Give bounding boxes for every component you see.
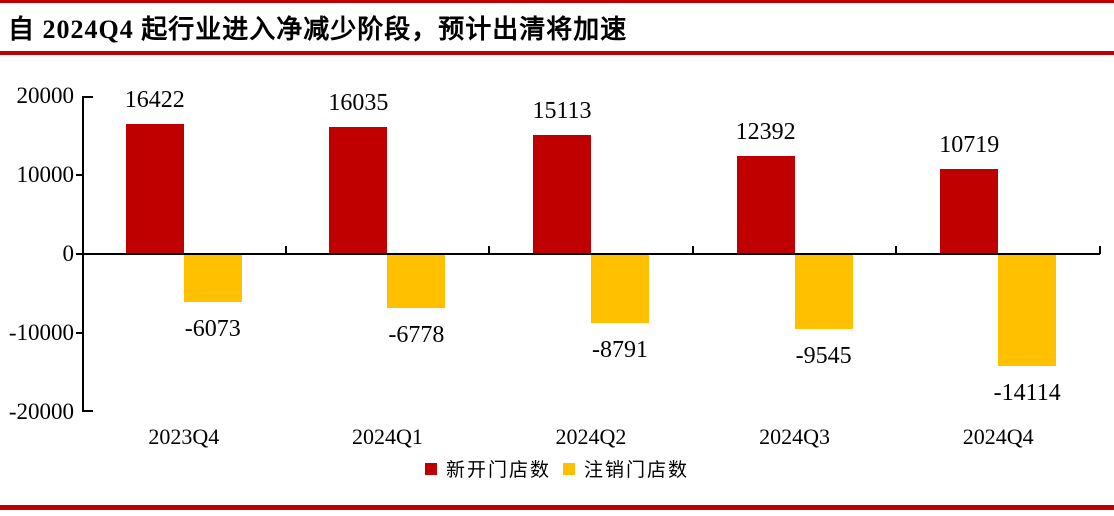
x-category-label: 2023Q4 <box>148 424 220 449</box>
y-tick-label: -10000 <box>8 320 74 345</box>
data-label: -6778 <box>388 321 445 348</box>
x-tick <box>284 246 287 254</box>
top-rule <box>0 0 1114 3</box>
data-label: 10719 <box>939 132 1000 159</box>
chart-legend: 新开门店数 注销门店数 <box>0 455 1114 482</box>
x-tick <box>691 246 694 254</box>
data-label: 16035 <box>328 90 389 117</box>
data-label: -14114 <box>993 379 1061 406</box>
figure-title: 自 2024Q4 起行业进入净减少阶段，预计出清将加速 <box>8 15 628 44</box>
y-tick <box>76 174 82 176</box>
data-label: -8791 <box>592 337 648 364</box>
y-tick <box>76 332 82 334</box>
y-tick-label: -20000 <box>8 399 74 424</box>
x-tick <box>895 246 898 254</box>
bottom-rule <box>0 505 1114 510</box>
x-tick <box>1099 246 1101 254</box>
bar-新开门店数-2024Q3 <box>736 156 795 254</box>
data-label: 16422 <box>124 87 185 114</box>
legend-swatch-opened-stores <box>424 462 437 475</box>
data-label: -9545 <box>795 343 852 370</box>
y-axis-top-arm <box>82 96 93 98</box>
legend-label-closed-stores: 注销门店数 <box>584 460 690 481</box>
data-label: 12392 <box>735 119 796 146</box>
bar-新开门店数-2024Q2 <box>533 134 591 254</box>
title-underline-rule <box>0 51 1114 55</box>
x-tick <box>488 246 491 254</box>
y-tick-label: 20000 <box>16 83 75 108</box>
bar-新开门店数-2023Q4 <box>125 124 184 254</box>
x-category-label: 2024Q2 <box>555 424 627 449</box>
legend-item-opened-stores: 新开门店数 <box>424 455 551 482</box>
y-tick-label: 10000 <box>16 162 75 187</box>
bar-注销门店数-2024Q4 <box>998 254 1057 366</box>
legend-label-opened-stores: 新开门店数 <box>445 460 551 481</box>
y-axis-bottom-arm <box>82 410 93 412</box>
bar-新开门店数-2024Q1 <box>329 127 388 254</box>
y-tick-label: 0 <box>62 241 75 266</box>
x-category-label: 2024Q1 <box>351 424 423 449</box>
x-axis-line <box>82 253 1100 255</box>
data-label: 15113 <box>532 97 592 124</box>
bar-注销门店数-2024Q1 <box>387 254 446 308</box>
legend-swatch-closed-stores <box>563 462 575 475</box>
y-tick <box>76 253 82 255</box>
legend-item-closed-stores: 注销门店数 <box>563 455 689 482</box>
bar-注销门店数-2024Q3 <box>794 254 853 330</box>
x-category-label: 2024Q3 <box>759 424 831 449</box>
data-label: -6073 <box>184 315 241 342</box>
bar-注销门店数-2024Q2 <box>591 254 649 324</box>
bar-新开门店数-2024Q4 <box>940 169 999 254</box>
bar-注销门店数-2023Q4 <box>183 254 242 302</box>
x-category-label: 2024Q4 <box>962 424 1034 449</box>
